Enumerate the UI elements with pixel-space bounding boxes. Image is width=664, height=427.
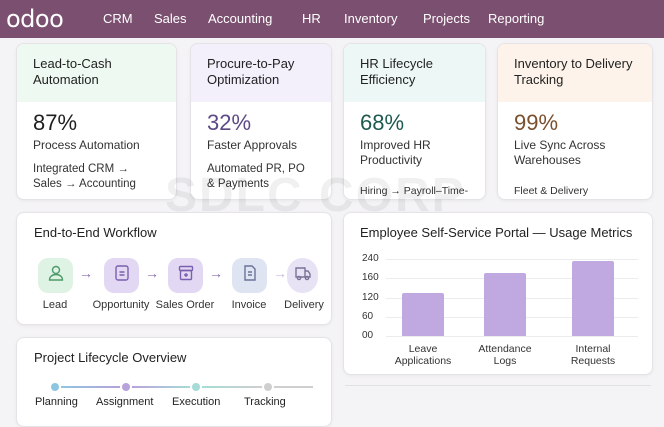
nav-projects[interactable]: Projects bbox=[423, 11, 470, 26]
kpi-label: Process Automation bbox=[33, 138, 140, 152]
nav-hr[interactable]: HR bbox=[302, 11, 321, 26]
phase-label: Assignment bbox=[96, 396, 154, 408]
phase-label: Planning bbox=[35, 396, 78, 408]
kpi-card: Inventory to Delivery Tracking 99% Live Sy… bbox=[497, 43, 653, 200]
nav-sales[interactable]: Sales bbox=[154, 11, 187, 26]
invoice-icon bbox=[240, 263, 260, 288]
phase-dot bbox=[51, 383, 59, 391]
x-tick-label: Attendance Logs bbox=[478, 343, 532, 367]
kpi-subtext: Automated PR, PO & Payments bbox=[207, 163, 305, 190]
workflow-step-invoice[interactable] bbox=[232, 258, 267, 293]
kpi-title: Procure-to-Pay Optimization bbox=[191, 44, 331, 102]
arrow-right-icon: → bbox=[79, 265, 93, 281]
phase-connector bbox=[202, 386, 262, 388]
workflow-step-label: Delivery bbox=[284, 299, 324, 311]
nav-inventory[interactable]: Inventory bbox=[344, 11, 398, 26]
phase-label: Tracking bbox=[244, 396, 286, 408]
usage-chart-card: Employee Self-Service Portal — Usage Met… bbox=[343, 212, 653, 375]
gridline bbox=[386, 259, 638, 260]
workflow-step-sales-order[interactable] bbox=[168, 258, 203, 293]
nav-accounting[interactable]: Accounting bbox=[208, 11, 273, 26]
y-tick-label: 00 bbox=[362, 330, 374, 341]
kpi-value: 68% bbox=[360, 110, 405, 135]
kpi-title: HR Lifecycle Efficiency bbox=[344, 44, 485, 102]
workflow-step-opportunity[interactable] bbox=[104, 258, 139, 293]
arrow-right-icon: → bbox=[209, 265, 223, 281]
kpi-title: Inventory to Delivery Tracking bbox=[498, 44, 652, 102]
gridline bbox=[386, 336, 638, 337]
kpi-subtext: Hiring → Payroll–Time-Off bbox=[360, 185, 469, 197]
workflow-step-lead[interactable] bbox=[38, 258, 73, 293]
bar[interactable] bbox=[402, 293, 444, 336]
box-icon bbox=[176, 263, 196, 288]
divider bbox=[345, 385, 651, 386]
workflow-step-label: Sales Order bbox=[155, 299, 215, 311]
phase-connector bbox=[61, 386, 120, 388]
workflow-step-label: Opportunity bbox=[92, 299, 150, 311]
kpi-label: Faster Approvals bbox=[207, 138, 298, 152]
kpi-value: 87% bbox=[33, 110, 78, 135]
phase-dot bbox=[264, 383, 272, 391]
chart-title: Employee Self-Service Portal — Usage Met… bbox=[360, 225, 633, 240]
kpi-value: 32% bbox=[207, 110, 252, 135]
phase-dot bbox=[192, 383, 200, 391]
odoo-logo[interactable]: odoo bbox=[6, 5, 64, 33]
kpi-label: Improved HR Productivity bbox=[360, 138, 431, 167]
arrow-right-icon: → bbox=[145, 265, 159, 281]
x-tick-label: Internal Requests bbox=[570, 343, 616, 367]
kpi-value: 99% bbox=[514, 110, 559, 135]
y-tick-label: 160 bbox=[362, 272, 379, 283]
project-lifecycle-card: Project Lifecycle Overview Planning Assig… bbox=[16, 337, 332, 427]
kpi-card: HR Lifecycle Efficiency 68% Improved HR Pr… bbox=[343, 43, 486, 200]
y-tick-label: 120 bbox=[362, 292, 379, 303]
bar[interactable] bbox=[484, 273, 526, 336]
x-tick-label: Leave Applications bbox=[394, 343, 452, 367]
bar[interactable] bbox=[572, 260, 614, 336]
nav-reporting[interactable]: Reporting bbox=[488, 11, 545, 26]
phase-connector bbox=[132, 386, 190, 388]
kpi-title: Lead-to-Cash Automation bbox=[17, 44, 176, 102]
top-navbar: odoo CRM Sales Accounting HR Inventory P… bbox=[0, 0, 664, 38]
nav-crm[interactable]: CRM bbox=[103, 11, 133, 26]
workflow-step-label: Invoice bbox=[231, 299, 267, 311]
workflow-step-delivery[interactable] bbox=[287, 258, 318, 293]
document-icon bbox=[112, 263, 132, 288]
workflow-card: End-to-End Workflow Lead → Opportunity → Sal… bbox=[16, 212, 332, 325]
arrow-right-icon: → bbox=[273, 265, 287, 281]
workflow-title: End-to-End Workflow bbox=[34, 225, 157, 240]
y-tick-label: 60 bbox=[362, 311, 374, 322]
phase-dot bbox=[122, 383, 130, 391]
kpi-label: Live Sync Across Warehouses bbox=[514, 138, 606, 167]
kpi-card: Lead-to-Cash Automation 87% Process Automa… bbox=[16, 43, 177, 200]
kpi-subtext: Integrated CRM → Sales → Accounting bbox=[33, 163, 136, 190]
kpi-card: Procure-to-Pay Optimization 32% Faster App… bbox=[190, 43, 332, 200]
y-tick-label: 240 bbox=[362, 253, 379, 264]
project-title: Project Lifecycle Overview bbox=[34, 350, 187, 365]
person-icon bbox=[46, 263, 66, 288]
truck-icon bbox=[293, 263, 313, 288]
phase-label: Execution bbox=[172, 396, 221, 408]
kpi-subtext: Fleet & Delivery Monitoring bbox=[514, 185, 589, 197]
phase-connector bbox=[274, 386, 313, 388]
workflow-step-label: Lead bbox=[42, 299, 68, 311]
